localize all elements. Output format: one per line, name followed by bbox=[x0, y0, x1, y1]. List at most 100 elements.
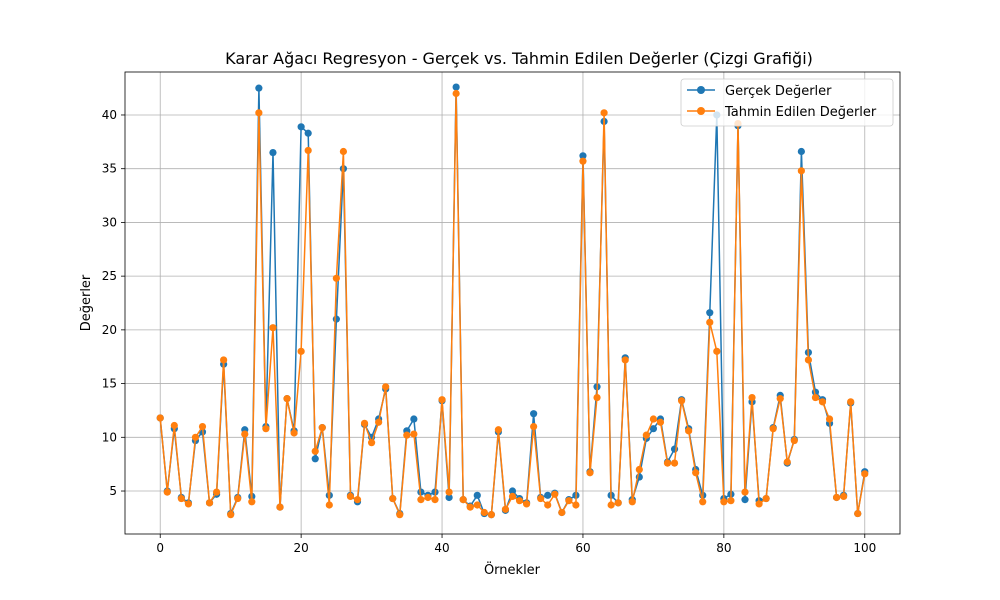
legend-marker-actual bbox=[697, 86, 705, 94]
legend-box bbox=[680, 78, 894, 127]
data-point-predicted bbox=[508, 492, 517, 500]
data-point-predicted bbox=[459, 496, 467, 504]
data-point-predicted bbox=[818, 398, 827, 406]
data-point-predicted bbox=[297, 347, 305, 355]
data-point-predicted bbox=[156, 414, 164, 422]
data-point-predicted bbox=[325, 501, 333, 509]
data-point-predicted bbox=[804, 356, 813, 364]
data-point-predicted bbox=[346, 492, 355, 500]
data-point-predicted bbox=[205, 499, 214, 507]
data-point-predicted bbox=[515, 497, 524, 505]
data-point-predicted bbox=[811, 393, 820, 402]
data-point-predicted bbox=[360, 419, 369, 427]
series-line-actual bbox=[159, 86, 866, 516]
data-point-predicted bbox=[825, 415, 834, 423]
legend-label-actual: Gerçek Değerler bbox=[725, 84, 832, 99]
data-point-predicted bbox=[783, 458, 791, 466]
data-point-actual bbox=[473, 491, 481, 499]
data-point-predicted bbox=[840, 492, 848, 500]
data-point-actual bbox=[445, 493, 453, 502]
data-point-predicted bbox=[537, 494, 545, 503]
data-point-predicted bbox=[262, 425, 270, 433]
data-point-predicted bbox=[375, 418, 383, 426]
data-point-predicted bbox=[318, 424, 326, 432]
data-point-predicted bbox=[191, 433, 200, 441]
data-point-actual bbox=[304, 129, 312, 137]
data-point-predicted bbox=[677, 397, 686, 405]
y-tick-label: 5 bbox=[109, 484, 117, 498]
chart-title: Karar Ağacı Regresyon - Gerçek vs. Tahmi… bbox=[225, 49, 813, 68]
data-point-predicted bbox=[600, 109, 608, 117]
data-point-predicted bbox=[854, 509, 862, 518]
data-point-predicted bbox=[480, 508, 488, 517]
data-point-predicted bbox=[663, 459, 672, 467]
data-point-predicted bbox=[339, 147, 348, 156]
series-line-predicted bbox=[159, 92, 866, 516]
data-point-predicted bbox=[522, 500, 531, 508]
data-point-predicted bbox=[290, 429, 298, 437]
x-tick-label: 60 bbox=[575, 541, 590, 555]
data-point-predicted bbox=[755, 500, 763, 508]
data-point-predicted bbox=[713, 347, 721, 355]
data-point-predicted bbox=[424, 493, 432, 502]
y-tick-label: 30 bbox=[102, 215, 117, 229]
data-point-actual bbox=[706, 309, 714, 317]
data-point-actual bbox=[410, 415, 418, 423]
data-point-predicted bbox=[396, 511, 404, 519]
data-point-predicted bbox=[304, 146, 312, 155]
data-point-predicted bbox=[565, 497, 573, 505]
data-point-predicted bbox=[706, 318, 714, 326]
data-point-actual bbox=[297, 123, 305, 131]
data-point-predicted bbox=[847, 398, 855, 406]
data-point-predicted bbox=[593, 393, 601, 402]
data-point-predicted bbox=[410, 430, 418, 438]
x-tick-label: 40 bbox=[434, 541, 449, 555]
data-point-predicted bbox=[241, 430, 249, 438]
data-point-predicted bbox=[227, 511, 235, 519]
data-point-predicted bbox=[762, 494, 770, 503]
data-point-predicted bbox=[332, 274, 340, 282]
x-axis-label: Örnekler bbox=[484, 561, 541, 578]
data-point-actual bbox=[649, 425, 658, 433]
data-point-predicted bbox=[699, 498, 707, 506]
data-point-predicted bbox=[692, 469, 700, 477]
data-point-predicted bbox=[769, 425, 777, 433]
data-point-predicted bbox=[452, 89, 460, 98]
data-point-predicted bbox=[572, 501, 580, 509]
series-predicted bbox=[156, 89, 869, 519]
data-point-predicted bbox=[494, 426, 503, 434]
data-point-predicted bbox=[727, 497, 735, 505]
data-point-actual bbox=[311, 455, 319, 463]
y-tick-label: 10 bbox=[102, 430, 117, 444]
data-point-predicted bbox=[177, 494, 185, 503]
data-point-predicted bbox=[198, 422, 207, 431]
data-point-predicted bbox=[741, 488, 749, 496]
data-point-predicted bbox=[163, 488, 171, 496]
data-point-actual bbox=[741, 496, 749, 504]
data-point-predicted bbox=[311, 447, 319, 455]
data-point-actual bbox=[417, 488, 425, 496]
data-point-predicted bbox=[614, 499, 622, 507]
y-tick-label: 15 bbox=[102, 377, 117, 391]
data-point-predicted bbox=[473, 501, 481, 509]
data-point-predicted bbox=[797, 167, 805, 175]
data-point-predicted bbox=[445, 488, 453, 496]
data-point-actual bbox=[530, 410, 538, 418]
data-point-predicted bbox=[551, 490, 559, 498]
data-point-predicted bbox=[656, 418, 665, 426]
data-point-actual bbox=[269, 148, 277, 157]
data-point-predicted bbox=[635, 465, 643, 474]
data-point-actual bbox=[508, 487, 517, 495]
data-point-predicted bbox=[403, 431, 411, 439]
y-tick-label: 40 bbox=[102, 108, 117, 122]
data-point-actual bbox=[255, 84, 263, 92]
legend-label-predicted: Tahmin Edilen Değerler bbox=[724, 105, 877, 120]
data-point-predicted bbox=[255, 109, 263, 117]
x-tick-label: 20 bbox=[293, 541, 308, 555]
data-point-predicted bbox=[431, 496, 439, 504]
data-point-predicted bbox=[367, 439, 376, 447]
data-point-predicted bbox=[832, 493, 841, 502]
data-point-predicted bbox=[670, 459, 679, 467]
data-point-predicted bbox=[170, 421, 178, 430]
series-layer bbox=[156, 83, 869, 519]
